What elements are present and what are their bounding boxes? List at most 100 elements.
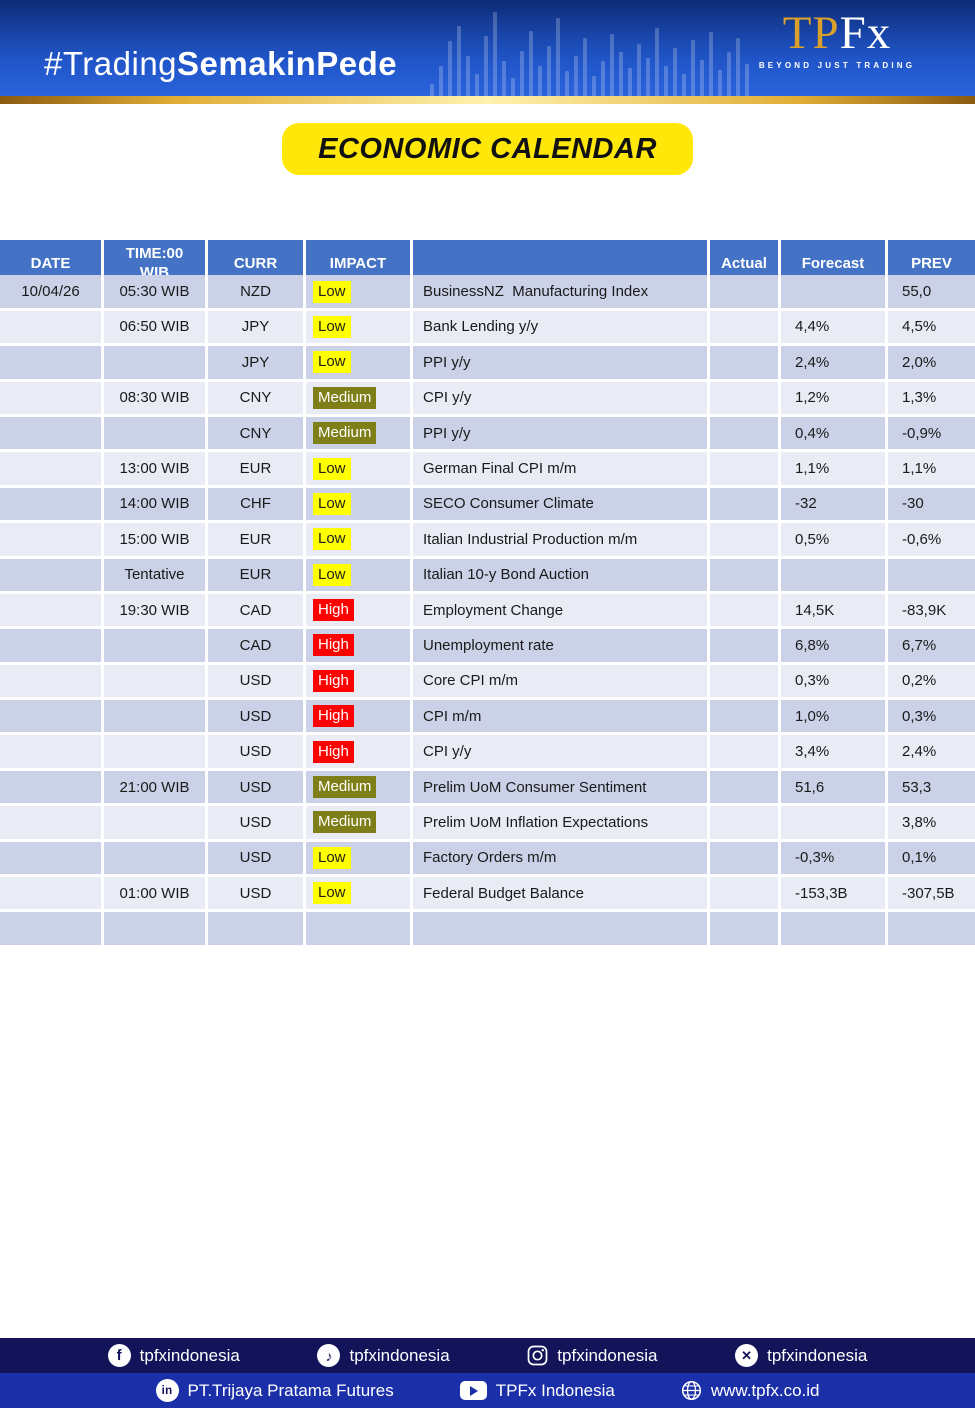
cell-time: 05:30 WIB [104, 275, 205, 308]
logo-fx: Fx [839, 7, 892, 59]
cell-forecast: -0,3% [781, 841, 885, 875]
cell-actual [710, 806, 778, 839]
cell-currency: USD [208, 877, 303, 910]
cell-date [0, 629, 101, 662]
cell-impact [306, 912, 410, 945]
cell-date [0, 877, 101, 910]
cell-prev: 1,1% [888, 452, 975, 485]
cell-actual [710, 664, 778, 698]
cell-currency: USD [208, 841, 303, 875]
cell-forecast: 6,8% [781, 629, 885, 662]
cell-forecast: -153,3B [781, 877, 885, 910]
cell-prev: 0,2% [888, 664, 975, 698]
info-website[interactable]: www.tpfx.co.id [681, 1380, 820, 1401]
cell-date [0, 558, 101, 591]
cell-actual [710, 700, 778, 733]
cell-impact: Medium [306, 806, 410, 839]
cell-actual [710, 310, 778, 344]
cell-time: 01:00 WIB [104, 877, 205, 910]
cell-actual [710, 770, 778, 804]
globe-icon [681, 1380, 701, 1401]
cell-event: BusinessNZ Manufacturing Index [413, 275, 707, 308]
cell-time: 21:00 WIB [104, 770, 205, 804]
cell-time [104, 912, 205, 945]
social-handle: tpfxindonesia [139, 1345, 240, 1365]
cell-forecast: 0,5% [781, 523, 885, 556]
cell-event: Federal Budget Balance [413, 877, 707, 910]
cell-date [0, 770, 101, 804]
cell-date: 10/04/26 [0, 275, 101, 308]
impact-badge: Medium [313, 811, 377, 834]
cell-date [0, 310, 101, 344]
cell-time: 08:30 WIB [104, 381, 205, 414]
impact-badge: Medium [313, 422, 377, 445]
footer-info-row: in PT.Trijaya Pratama Futures TPFx Indon… [0, 1373, 975, 1408]
cell-currency: USD [208, 735, 303, 768]
cell-currency: USD [208, 700, 303, 733]
cell-actual [710, 841, 778, 875]
impact-badge: High [313, 599, 354, 622]
cell-impact: Medium [306, 416, 410, 450]
banner: #TradingSemakinPede TPFx BEYOND JUST TRA… [0, 0, 975, 96]
cell-prev: 3,8% [888, 806, 975, 839]
cell-impact: Low [306, 558, 410, 591]
cell-impact: High [306, 735, 410, 768]
cell-event: Italian 10-y Bond Auction [413, 558, 707, 591]
cell-prev: 1,3% [888, 381, 975, 414]
campaign-hashtag: #TradingSemakinPede [44, 45, 397, 83]
cell-currency: USD [208, 806, 303, 839]
cell-currency: EUR [208, 523, 303, 556]
cell-impact: High [306, 593, 410, 627]
cell-event: PPI y/y [413, 346, 707, 379]
cell-date [0, 700, 101, 733]
cell-time: 06:50 WIB [104, 310, 205, 344]
cell-date [0, 806, 101, 839]
impact-badge: High [313, 669, 354, 692]
cell-actual [710, 593, 778, 627]
cell-forecast: 14,5K [781, 593, 885, 627]
cell-date [0, 523, 101, 556]
info-linkedin[interactable]: in PT.Trijaya Pratama Futures [155, 1379, 394, 1402]
facebook-icon: f [107, 1344, 131, 1367]
cell-date [0, 416, 101, 450]
cell-time: 13:00 WIB [104, 452, 205, 485]
cell-impact: Low [306, 275, 410, 308]
gold-divider [0, 96, 975, 104]
impact-badge: Low [313, 563, 351, 586]
cell-currency: USD [208, 770, 303, 804]
cell-date [0, 841, 101, 875]
impact-badge: Low [313, 846, 351, 869]
social-x[interactable]: ✕ tpfxindonesia [735, 1344, 867, 1367]
cell-impact: High [306, 629, 410, 662]
cell-prev: 53,3 [888, 770, 975, 804]
logo-tagline: BEYOND JUST TRADING [758, 61, 916, 70]
cell-event: PPI y/y [413, 416, 707, 450]
social-handle: tpfxindonesia [349, 1345, 450, 1365]
cell-prev: -307,5B [888, 877, 975, 910]
cell-currency [208, 912, 303, 945]
linkedin-icon: in [155, 1379, 179, 1402]
cell-impact: High [306, 700, 410, 733]
cell-forecast: 3,4% [781, 735, 885, 768]
social-instagram[interactable]: tpfxindonesia [527, 1345, 657, 1366]
impact-badge: High [313, 634, 354, 657]
cell-date [0, 452, 101, 485]
cell-prev: -30 [888, 487, 975, 521]
social-facebook[interactable]: f tpfxindonesia [107, 1344, 240, 1367]
cell-event: Unemployment rate [413, 629, 707, 662]
cell-actual [710, 416, 778, 450]
youtube-channel: TPFx Indonesia [495, 1380, 615, 1400]
cell-prev: 2,4% [888, 735, 975, 768]
cell-impact: Low [306, 841, 410, 875]
cell-impact: Low [306, 452, 410, 485]
x-icon: ✕ [735, 1344, 759, 1367]
impact-badge: Low [313, 528, 351, 551]
cell-time [104, 700, 205, 733]
cell-prev: -0,6% [888, 523, 975, 556]
cell-event: Factory Orders m/m [413, 841, 707, 875]
cell-event [413, 912, 707, 945]
social-tiktok[interactable]: ♪ tpfxindonesia [317, 1344, 450, 1367]
cell-event: CPI m/m [413, 700, 707, 733]
info-youtube[interactable]: TPFx Indonesia [459, 1380, 615, 1401]
